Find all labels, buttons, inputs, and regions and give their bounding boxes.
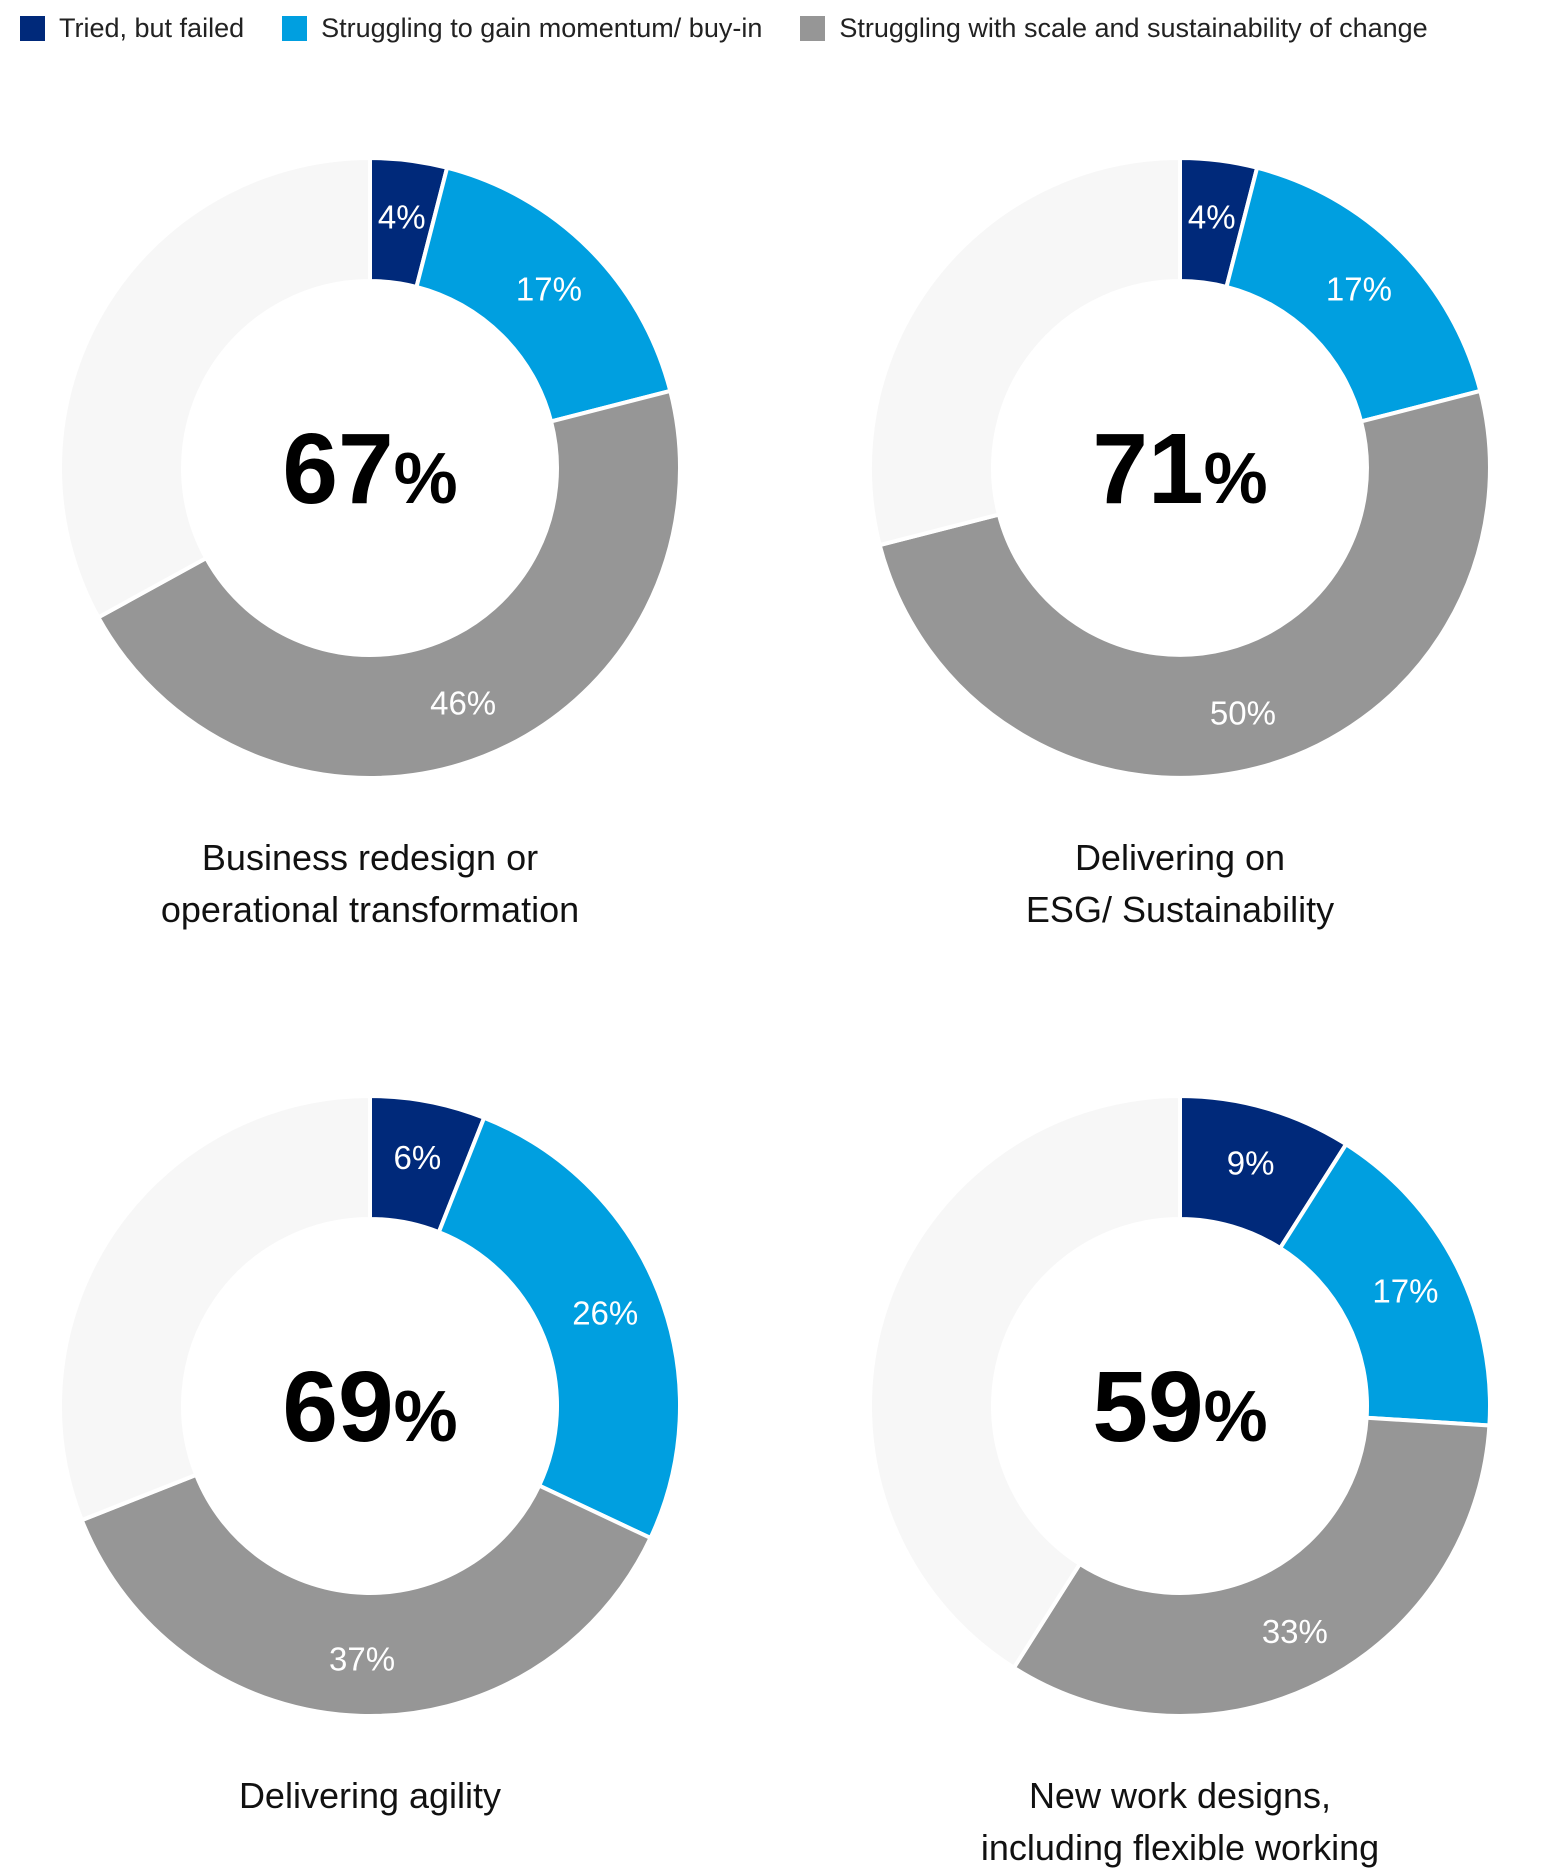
total-percentage: 71%: [1092, 413, 1267, 525]
slice-scale: [79, 1472, 654, 1718]
legend-swatch-scale: [800, 15, 826, 41]
slice-label-scale: 37%: [329, 1640, 395, 1677]
slice-label-momentum: 17%: [1326, 271, 1392, 308]
total-percentage: 69%: [282, 1351, 457, 1463]
donut-chart-2: 4% 17% 50% 71% Delivering on ESG/ Sustainabil…: [868, 155, 1492, 930]
slice-remainder: [868, 155, 1182, 548]
slice-scale: [95, 388, 682, 780]
slice-label-tried-failed: 4%: [1188, 198, 1236, 235]
total-percentage: 67%: [282, 413, 457, 525]
legend-label-momentum: Struggling to gain momentum/ buy-in: [321, 12, 763, 43]
slice-momentum: [414, 165, 673, 424]
slice-label-scale: 33%: [1262, 1613, 1328, 1650]
slice-remainder: [868, 1093, 1182, 1671]
slice-label-tried-failed: 4%: [378, 198, 426, 235]
slice-scale: [1011, 1415, 1492, 1719]
donut-chart-1: 4% 17% 46% 67% Business redesign or operation…: [58, 155, 682, 930]
donut-chart-3: 6% 26% 37% 69% Delivering agility: [58, 1093, 682, 1816]
legend-item-scale: Struggling with scale and sustainability…: [800, 12, 1428, 44]
slice-label-momentum: 17%: [1372, 1273, 1438, 1310]
slice-label-momentum: 26%: [572, 1294, 638, 1331]
chart-title: Business redesign or operational transfor…: [161, 837, 579, 930]
slice-label-tried-failed: 6%: [394, 1139, 442, 1176]
slice-label-tried-failed: 9%: [1227, 1145, 1275, 1182]
slice-momentum: [1224, 165, 1483, 424]
legend-item-tried-failed: Tried, but failed: [20, 13, 244, 44]
slice-label-scale: 46%: [430, 685, 496, 722]
chart-title: Delivering agility: [239, 1775, 501, 1816]
legend-item-momentum: Struggling to gain momentum/ buy-in: [282, 13, 762, 44]
total-percentage: 59%: [1092, 1351, 1267, 1463]
slice-momentum: [1277, 1141, 1492, 1428]
legend-label-tried-failed: Tried, but failed: [59, 12, 245, 43]
legend-label-scale: Struggling with scale and sustainability…: [839, 12, 1428, 43]
slice-label-momentum: 17%: [516, 271, 582, 308]
legend-swatch-tried-failed: [20, 15, 45, 41]
slice-momentum: [436, 1115, 682, 1541]
chart-title: Delivering on ESG/ Sustainability: [1026, 837, 1334, 930]
slice-remainder: [58, 1093, 372, 1523]
donut-chart-4: 9% 17% 33% 59% New work designs, including fl…: [868, 1093, 1492, 1868]
legend-swatch-momentum: [282, 15, 308, 41]
chart-title: New work designs, including flexible work…: [981, 1775, 1379, 1868]
slice-remainder: [58, 155, 372, 621]
slice-label-scale: 50%: [1210, 695, 1276, 732]
slice-scale: [877, 388, 1492, 780]
legend: Tried, but failed Struggling to gain mom…: [20, 6, 1560, 50]
